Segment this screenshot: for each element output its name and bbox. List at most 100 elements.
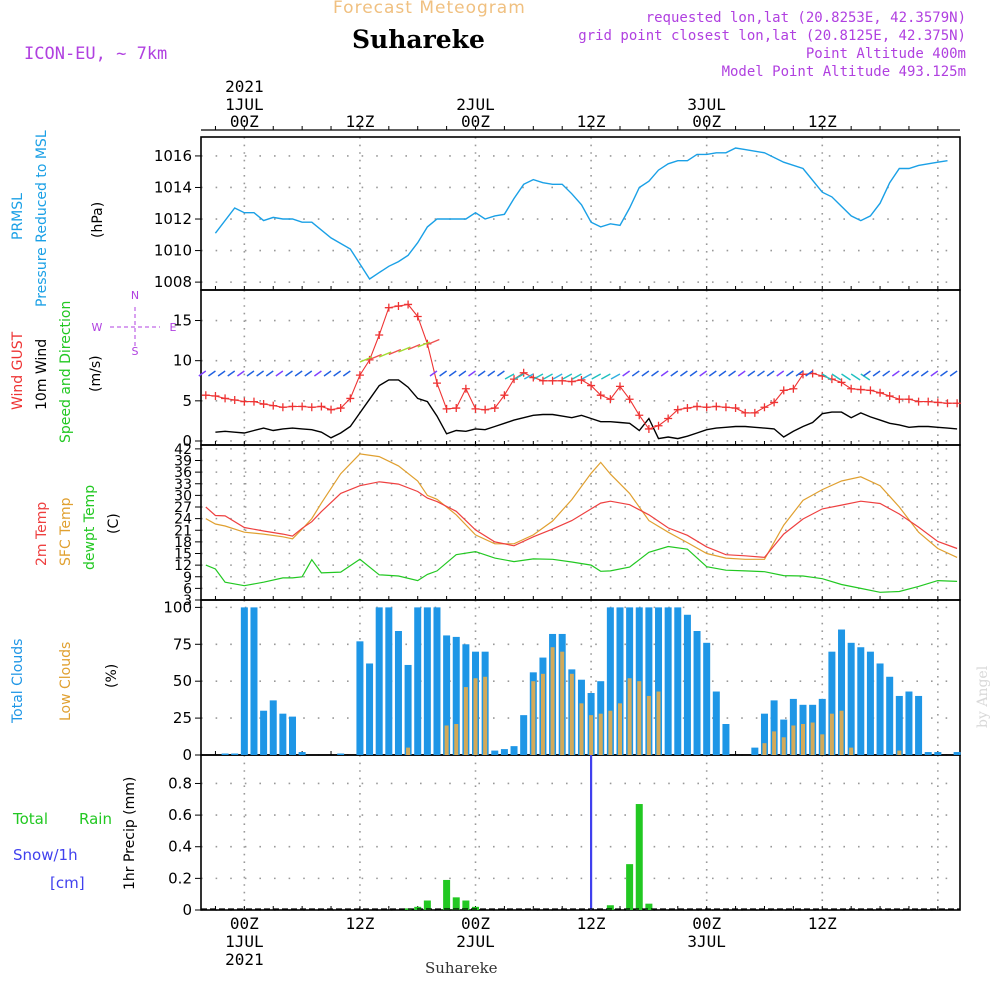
wind-frame	[200, 289, 961, 446]
bottom-date-label: 1JUL	[225, 932, 264, 951]
wind-direction-arrow	[728, 370, 736, 377]
wind-gust-marker	[577, 375, 586, 384]
low-clouds-bar	[473, 678, 478, 755]
total-clouds-bar	[279, 713, 287, 755]
wind-direction-arrow	[198, 370, 207, 377]
rain-label: Rain	[79, 810, 112, 828]
wind-direction-arrow	[407, 343, 421, 351]
wind-gust-marker	[933, 398, 942, 407]
wind-direction-arrow	[246, 370, 255, 377]
low-clouds-bar	[656, 691, 661, 755]
low-clouds-bar	[646, 695, 651, 755]
low-clouds-bar	[579, 703, 584, 755]
wind-gust-marker	[221, 394, 230, 403]
bottom-hour-label: 00Z	[692, 914, 721, 933]
wind-gust-marker	[779, 386, 788, 395]
compass-w: W	[92, 321, 103, 334]
temp-ytick-label: 42	[174, 442, 192, 458]
temp-ytick-label: 21	[174, 523, 192, 539]
low-clouds-bar	[406, 747, 411, 755]
wind-gust-marker	[654, 421, 663, 430]
model-label: ICON-EU, ~ 7km	[24, 44, 168, 64]
wind-ytick-label: 0	[182, 432, 192, 450]
wind-direction-arrow	[785, 370, 794, 377]
wind-direction-arrow	[342, 370, 351, 377]
wind-gust-marker	[452, 404, 461, 413]
wind-direction-arrow	[891, 370, 900, 377]
low-clouds-bar	[617, 703, 622, 755]
wind-gust-marker	[644, 424, 653, 433]
total-clouds-bar	[616, 607, 624, 755]
total-clouds-bar	[828, 651, 836, 755]
wind-gust-marker	[558, 376, 567, 385]
wind-gust-marker	[837, 378, 846, 387]
point-altitude: Point Altitude 400m	[805, 46, 966, 62]
total-clouds-bar	[356, 641, 364, 755]
temp-2m-line	[205, 481, 958, 559]
footer-location: Suhareke	[425, 959, 498, 977]
wind-direction-arrow	[911, 370, 919, 377]
total-clouds-bar	[683, 614, 691, 755]
wind-gust-marker	[885, 392, 894, 401]
top-hour-label: 00Z	[230, 112, 259, 131]
grid-point-lonlat: grid point closest lon,lat (20.8125E, 42…	[578, 28, 966, 44]
low-clouds-bar	[560, 651, 565, 755]
low-clouds-bar	[454, 724, 459, 755]
bottom-date-label: 2JUL	[456, 932, 495, 951]
total-clouds-bar	[250, 607, 258, 755]
clouds-ytick-label: 75	[173, 635, 192, 653]
wind-gust-marker	[924, 397, 933, 406]
wind-direction-arrow	[872, 370, 881, 377]
top-hour-label: 12Z	[345, 112, 374, 131]
low-clouds-bar	[598, 713, 603, 755]
wind-direction-arrow	[670, 370, 679, 377]
wind-gust-marker	[269, 401, 278, 410]
wind-gust-marker	[712, 402, 721, 411]
total-clouds-bar	[452, 636, 460, 755]
total-clouds-bar	[847, 642, 855, 755]
rain-bar	[452, 897, 460, 910]
clouds-ytick-label: 0	[182, 746, 192, 764]
wind-gust-marker	[249, 397, 258, 406]
wind-gust-marker	[606, 395, 615, 404]
total-clouds-bar	[674, 607, 682, 755]
wind-gust-marker	[702, 403, 711, 412]
wind-direction-arrow	[776, 370, 785, 377]
bottom-hour-label: 12Z	[808, 914, 837, 933]
wind-direction-arrow	[581, 373, 592, 380]
low-clouds-bar	[531, 681, 536, 755]
wind-direction-arrow	[514, 373, 525, 380]
wind-gust-marker	[596, 391, 605, 400]
wind-gust-marker	[240, 397, 249, 406]
wind-gust-marker	[375, 330, 384, 339]
wind-gust-marker	[741, 408, 750, 417]
wind-gust-marker	[278, 403, 287, 412]
wind-gust-marker	[683, 404, 692, 413]
total-clouds-bar	[934, 752, 942, 755]
total-clouds-bar	[231, 753, 239, 755]
wind-gust-marker	[317, 402, 326, 411]
wind-direction-arrow	[562, 373, 573, 380]
total-clouds-bar	[722, 724, 730, 755]
low-clouds-bar	[627, 678, 632, 755]
total-clouds-bar	[221, 753, 229, 755]
rain-bar	[462, 900, 470, 910]
wind-direction-arrow	[323, 370, 332, 377]
wind-gust-marker	[481, 405, 490, 414]
total-clouds-bar	[924, 752, 932, 755]
temp-ytick-label: 39	[174, 454, 192, 470]
low-clouds-bar	[781, 737, 786, 755]
rain-bar	[423, 900, 431, 910]
total-clouds-bar	[366, 663, 374, 755]
wind-direction-arrow	[265, 370, 274, 377]
wind-gust-marker	[461, 384, 470, 393]
total-clouds-bar	[510, 746, 518, 755]
wind-direction-arrow	[708, 370, 717, 377]
wind-10m-line	[215, 379, 958, 440]
rain-bar	[626, 864, 634, 910]
wind-gust-marker	[519, 368, 528, 377]
total-clouds-bar	[260, 710, 268, 755]
wind-direction-arrow	[660, 370, 669, 377]
wind-direction-arrow	[552, 373, 563, 380]
total-clouds-bar	[838, 629, 846, 755]
